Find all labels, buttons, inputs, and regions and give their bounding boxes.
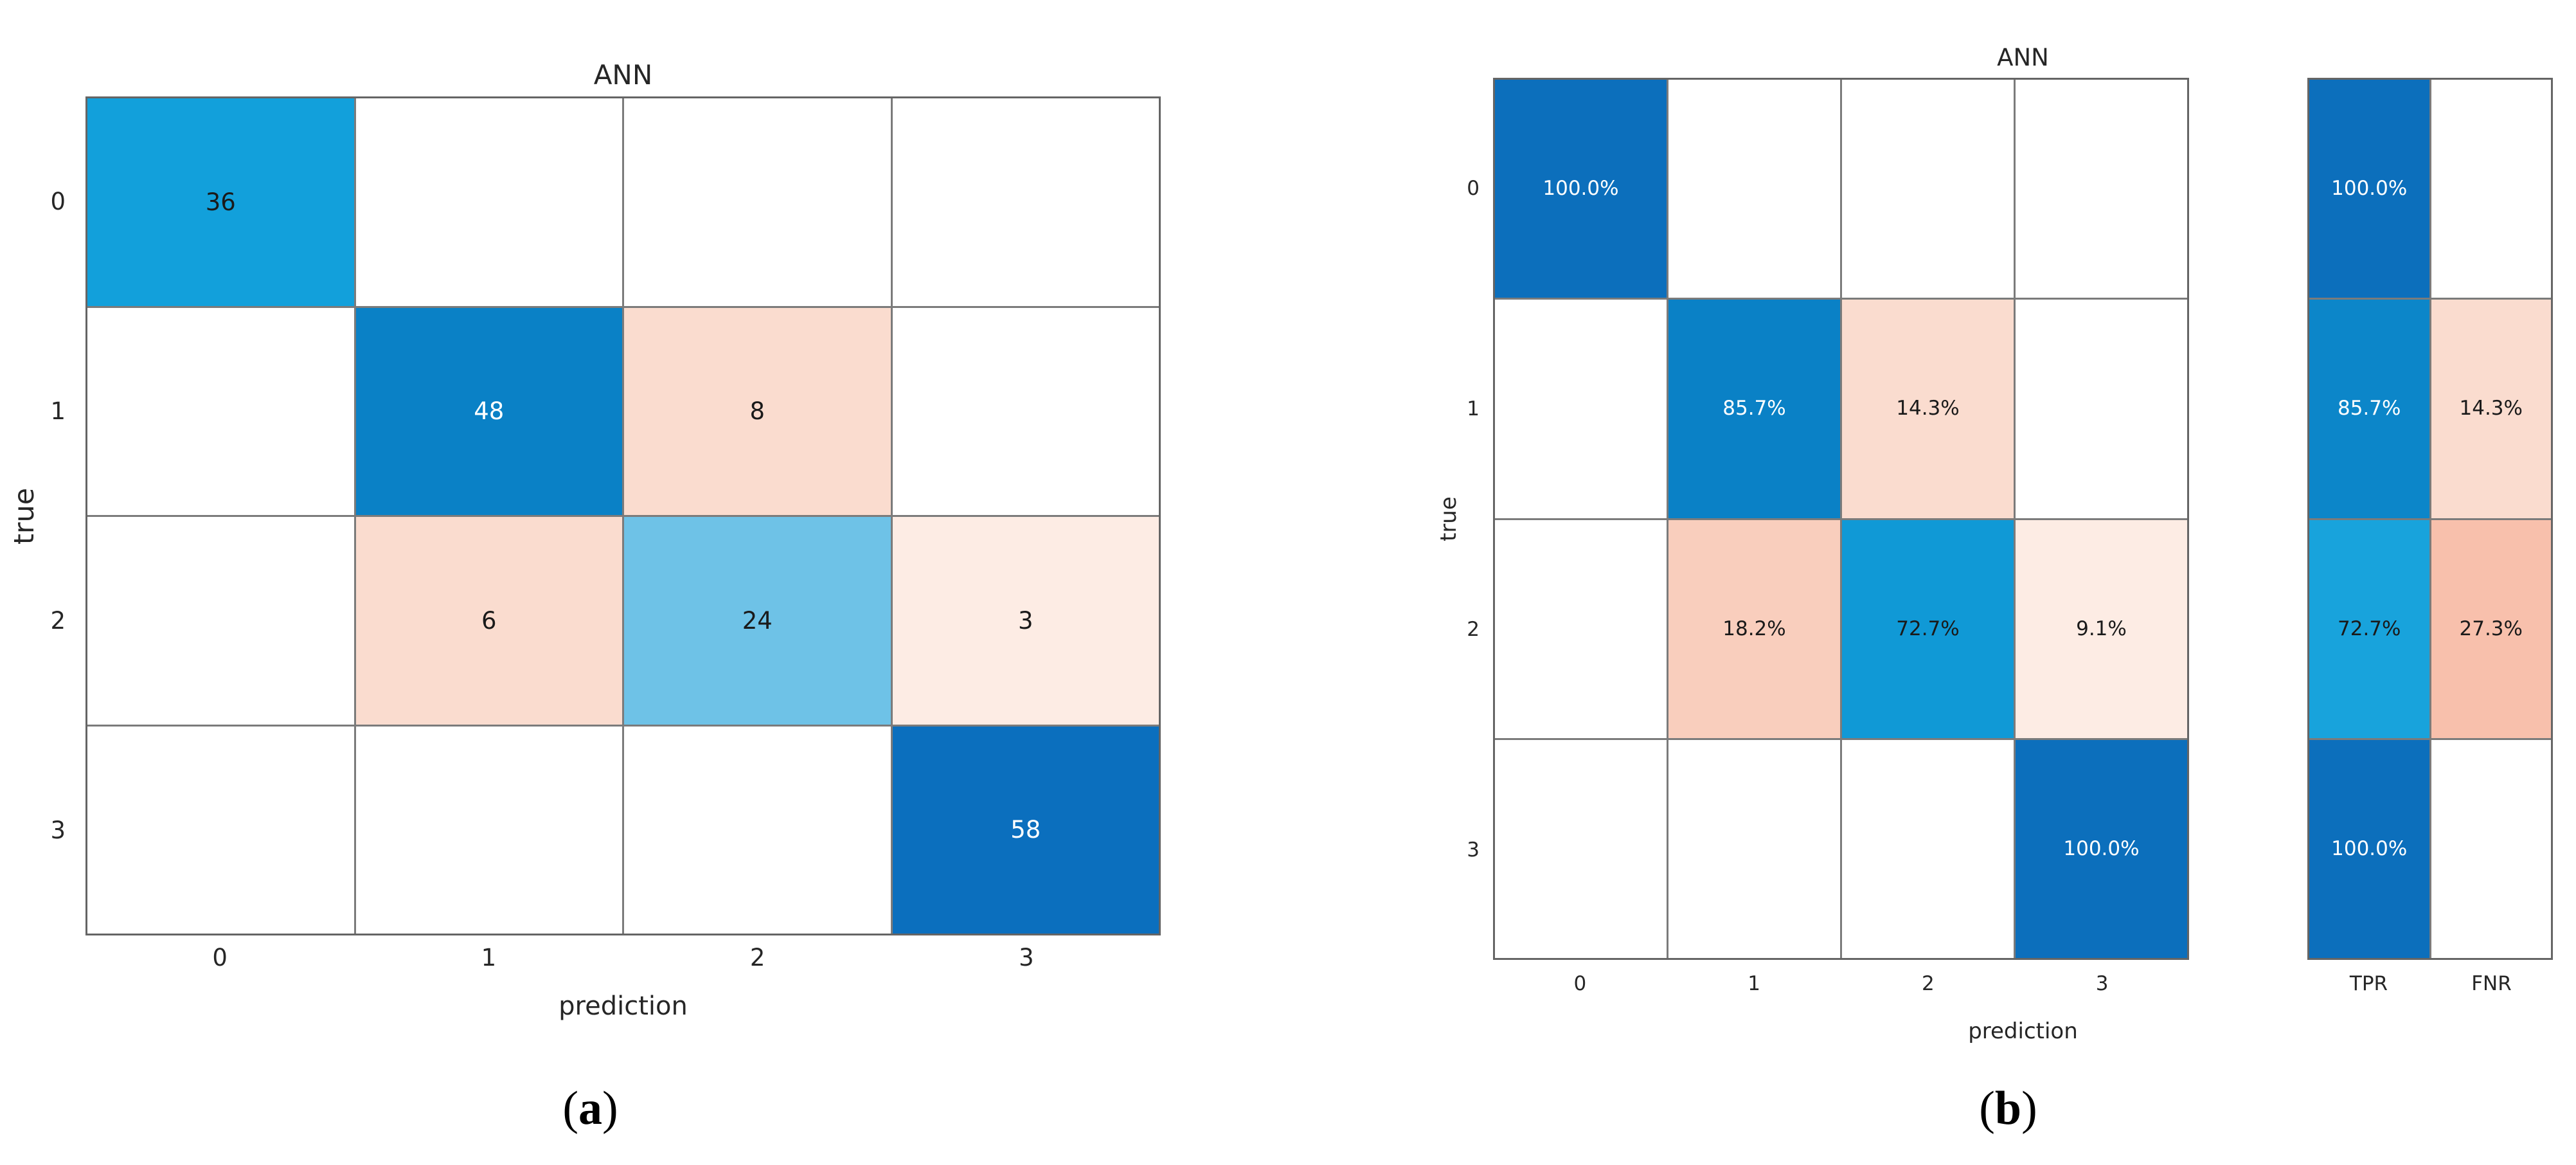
panel-b-col-label-1: 1 — [1748, 972, 1760, 995]
panel-a-cell-r1c2: 8 — [624, 307, 891, 515]
panel-a-cell-r2c3: 3 — [892, 517, 1159, 725]
panel-a-row-label-1: 1 — [50, 397, 66, 425]
panel-a-cell-r3c3: 58 — [892, 726, 1159, 934]
panel-b-cell-r3c0 — [1495, 739, 1667, 958]
panel-b-cell-r0c2 — [1842, 80, 2014, 298]
panel-b-row-label-2: 2 — [1467, 617, 1480, 641]
panel-a-row-labels: 0 1 2 3 — [15, 96, 71, 935]
panel-b-cell-r3c3: 100.0% — [2016, 739, 2187, 958]
panel-b-side-col-label-1: FNR — [2471, 972, 2512, 995]
panel-a-cell-r0c1 — [355, 98, 622, 306]
panel-b-col-label-2: 2 — [1922, 972, 1935, 995]
panel-a-cell-r2c2: 24 — [624, 517, 891, 725]
panel-b-cell-r0c0: 100.0% — [1495, 80, 1667, 298]
panel-b-xlabel: prediction — [1968, 1018, 2078, 1044]
panel-a-cell-r1c0 — [87, 307, 354, 515]
panel-a-col-label-3: 3 — [1019, 944, 1034, 971]
panel-a-title: ANN — [593, 59, 653, 91]
panel-b-caption-open-paren: ( — [1979, 1082, 1995, 1135]
panel-b-side-cell-r3c1 — [2431, 739, 2551, 958]
panel-b-cell-r3c1 — [1668, 739, 1840, 958]
panel-b-row-label-1: 1 — [1467, 397, 1480, 420]
panel-b-row-label-0: 0 — [1467, 176, 1480, 200]
panel-b-cell-r1c2: 14.3% — [1842, 300, 2014, 518]
panel-a-cell-r3c2 — [624, 726, 891, 934]
panel-a-row-label-2: 2 — [50, 607, 66, 635]
panel-a-col-label-2: 2 — [749, 944, 765, 971]
panel-b-caption: (b) — [1478, 1081, 2538, 1136]
panel-b-cell-r2c2: 72.7% — [1842, 519, 2014, 738]
panel-a-cell-r2c1: 6 — [355, 517, 622, 725]
panel-a-cell-r3c1 — [355, 726, 622, 934]
panel-b-side-cell-r0c1 — [2431, 80, 2551, 298]
panel-b-cell-r2c3: 9.1% — [2016, 519, 2187, 738]
panel-a-col-label-1: 1 — [481, 944, 497, 971]
panel-b-cell-r3c2 — [1842, 739, 2014, 958]
panel-b-side-cell-r1c1: 14.3% — [2431, 300, 2551, 518]
panel-b-row-labels: 0 1 2 3 — [1432, 78, 1485, 960]
panel-b-cell-r1c0 — [1495, 300, 1667, 518]
panel-b-caption-letter: b — [1994, 1082, 2022, 1135]
panel-a-caption-open-paren: ( — [562, 1082, 578, 1135]
panel-a-caption: (a) — [53, 1081, 1128, 1136]
panel-b-cell-r0c3 — [2016, 80, 2187, 298]
panel-a-xlabel: prediction — [559, 991, 688, 1021]
panel-a-caption-letter: a — [578, 1082, 602, 1135]
panel-b-cell-r2c1: 18.2% — [1668, 519, 1840, 738]
panel-b-side-cell-r3c0: 100.0% — [2309, 739, 2429, 958]
panel-a-cell-r3c0 — [87, 726, 354, 934]
panel-a-cell-r2c0 — [87, 517, 354, 725]
panel-a-col-labels: 0 1 2 3 — [85, 944, 1161, 980]
panel-a-cell-r1c1: 48 — [355, 307, 622, 515]
panel-a-confusion-matrix: 36 48 8 6 24 3 58 — [85, 96, 1161, 935]
panel-a-row-label-0: 0 — [50, 187, 66, 215]
panel-b-tpr-fnr-labels: TPR FNR — [2307, 972, 2553, 1004]
panel-b-col-labels: 0 1 2 3 — [1493, 972, 2189, 1004]
panel-a-row-label-3: 3 — [50, 817, 66, 845]
panel-a-cell-r0c0: 36 — [87, 98, 354, 306]
panel-b-col-label-3: 3 — [2095, 972, 2109, 995]
panel-b-side-col-label-0: TPR — [2349, 972, 2388, 995]
panel-b-col-label-0: 0 — [1573, 972, 1587, 995]
panel-b-side-cell-r2c0: 72.7% — [2309, 519, 2429, 738]
panel-b-tpr-fnr-block: 100.0% 85.7% 14.3% 72.7% 27.3% 100.0% — [2307, 78, 2553, 960]
panel-a-caption-close-paren: ) — [602, 1082, 618, 1135]
panel-b-side-cell-r0c0: 100.0% — [2309, 80, 2429, 298]
panel-b-cell-r1c3 — [2016, 300, 2187, 518]
panel-b-confusion-matrix: 100.0% 85.7% 14.3% 18.2% 72.7% 9.1% 100.0% — [1493, 78, 2189, 960]
panel-b-title: ANN — [1997, 44, 2049, 71]
panel-a-col-label-0: 0 — [212, 944, 228, 971]
panel-b-caption-close-paren: ) — [2021, 1082, 2037, 1135]
panel-b-cell-r2c0 — [1495, 519, 1667, 738]
panel-b-side-cell-r2c1: 27.3% — [2431, 519, 2551, 738]
panel-a-cell-r0c3 — [892, 98, 1159, 306]
panel-a-cell-r1c3 — [892, 307, 1159, 515]
panel-b-row-label-3: 3 — [1467, 838, 1480, 862]
panel-b-cell-r1c1: 85.7% — [1668, 300, 1840, 518]
panel-a-cell-r0c2 — [624, 98, 891, 306]
panel-b-side-cell-r1c0: 85.7% — [2309, 300, 2429, 518]
panel-b-cell-r0c1 — [1668, 80, 1840, 298]
